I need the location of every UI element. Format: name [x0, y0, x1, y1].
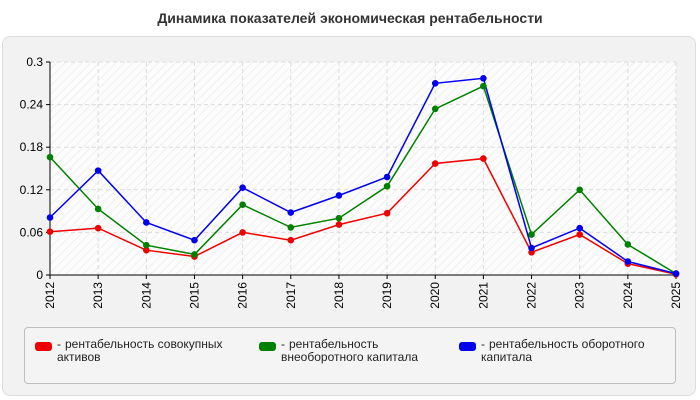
- plot-area: [50, 62, 676, 275]
- data-point-1: [576, 186, 583, 194]
- data-point-1: [528, 231, 535, 238]
- series-line-0: [49, 157, 677, 276]
- data-point-1: [191, 251, 198, 258]
- x-tick-label: 2014: [139, 282, 153, 309]
- legend: - рентабельность совокупных активов - рент…: [24, 327, 676, 384]
- legend-dash: -: [481, 337, 485, 351]
- data-point-0: [239, 229, 246, 236]
- data-point-1: [335, 214, 343, 222]
- data-point-0: [46, 228, 54, 235]
- x-tick-label: 2018: [332, 282, 346, 309]
- data-point-1: [143, 241, 150, 249]
- x-tick-label: 2016: [236, 282, 250, 309]
- data-point-0: [480, 155, 487, 162]
- series-line-2: [49, 77, 677, 275]
- chart-title: Динамика показателей экономическая рента…: [157, 10, 543, 26]
- data-point-2: [287, 209, 295, 216]
- data-point-2: [143, 219, 150, 226]
- data-point-2: [624, 258, 632, 265]
- y-tick-label: 0.3: [26, 55, 43, 69]
- legend-dash: -: [281, 337, 285, 351]
- data-point-1: [624, 241, 632, 248]
- x-tick-label: 2025: [669, 282, 683, 309]
- data-point-1: [431, 105, 439, 113]
- x-tick-label: 2020: [428, 282, 442, 309]
- data-point-2: [191, 236, 198, 244]
- x-tick-label: 2015: [187, 282, 201, 309]
- y-tick-label: 0.24: [20, 98, 44, 112]
- legend-item-noncurrent: - рентабельность внеоборотного капитала: [259, 338, 434, 364]
- series-line-1: [49, 85, 677, 275]
- data-point-2: [383, 173, 391, 181]
- legend-swatch-current: [459, 342, 476, 351]
- data-point-2: [672, 270, 680, 277]
- x-tick-label: 2013: [91, 282, 105, 309]
- x-tick-label: 2012: [43, 282, 57, 309]
- x-tick-label: 2022: [525, 282, 539, 309]
- data-point-1: [383, 182, 391, 190]
- data-point-1: [94, 205, 102, 213]
- data-point-1: [480, 82, 487, 90]
- x-tick-label: 2021: [476, 282, 490, 309]
- data-point-2: [431, 80, 439, 87]
- y-tick-label: 0.18: [20, 140, 44, 154]
- data-point-2: [239, 184, 246, 191]
- legend-swatch-noncurrent: [259, 342, 276, 351]
- data-point-1: [46, 153, 54, 161]
- legend-swatch-assets: [35, 342, 52, 351]
- x-tick-label: 2023: [573, 282, 587, 309]
- legend-dash: -: [57, 337, 61, 351]
- legend-label-assets: рентабельность совокупных активов: [57, 337, 223, 364]
- y-tick-label: 0.12: [20, 183, 44, 197]
- x-tick-label: 2019: [380, 282, 394, 309]
- y-tick-label: 0.06: [20, 225, 44, 239]
- y-tick-label: 0: [36, 268, 43, 282]
- data-point-0: [94, 224, 102, 232]
- data-point-1: [239, 201, 246, 209]
- data-point-2: [335, 192, 343, 199]
- x-tick-label: 2024: [621, 282, 635, 309]
- data-point-2: [94, 167, 102, 174]
- data-point-2: [576, 224, 583, 232]
- data-point-0: [287, 236, 295, 244]
- data-point-0: [576, 231, 583, 238]
- legend-label-noncurrent: рентабельность внеоборотного капитала: [281, 337, 418, 364]
- data-point-2: [46, 214, 54, 221]
- data-point-1: [287, 224, 295, 231]
- data-point-0: [431, 160, 439, 167]
- legend-item-current: - рентабельность оборотного капитала: [459, 338, 669, 364]
- x-tick-label: 2017: [284, 282, 298, 309]
- data-point-0: [335, 221, 343, 228]
- data-point-0: [143, 246, 150, 254]
- data-point-2: [528, 244, 535, 252]
- legend-label-current: рентабельность оборотного капитала: [481, 337, 645, 364]
- data-point-2: [480, 75, 487, 82]
- legend-item-assets: - рентабельность совокупных активов: [35, 338, 240, 364]
- data-point-0: [383, 209, 391, 217]
